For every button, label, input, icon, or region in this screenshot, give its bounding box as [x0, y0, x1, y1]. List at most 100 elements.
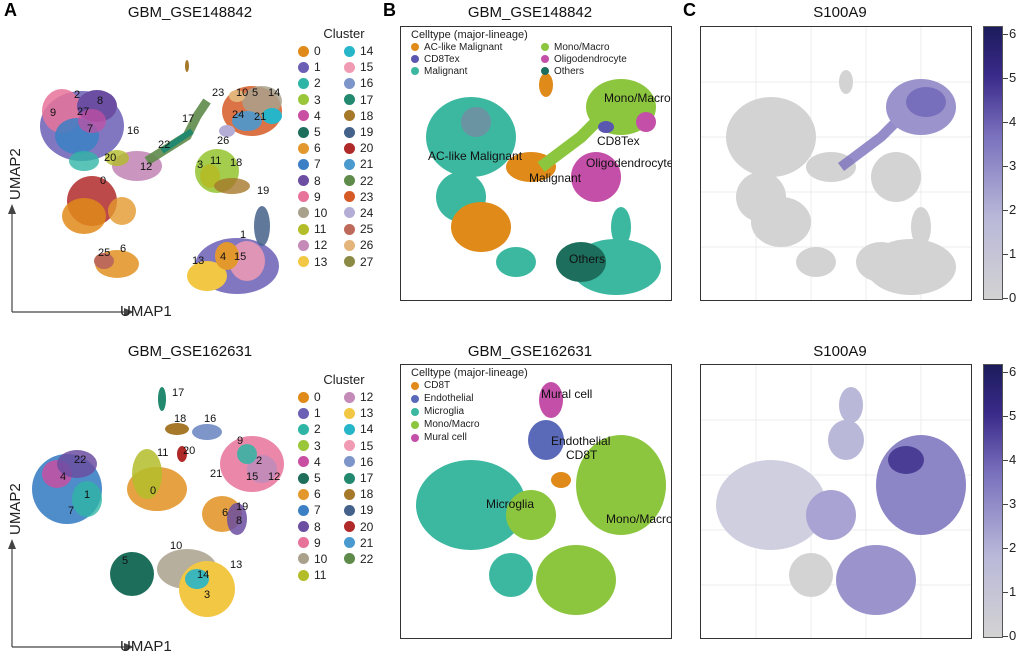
- colorbar-tickmark: [1003, 636, 1008, 637]
- legend-item-cluster-13: 13: [298, 253, 344, 269]
- legend-label: 27: [360, 254, 374, 269]
- legend-item-cluster-20: 20: [344, 140, 390, 156]
- legend-swatch: [344, 537, 355, 549]
- legend-label: 1: [314, 60, 321, 75]
- legend-label: 18: [360, 487, 374, 502]
- legend-swatch: [344, 45, 355, 57]
- legend-swatch: [411, 394, 419, 403]
- legend-item-cluster-0: 0: [298, 389, 344, 405]
- legend-swatch: [298, 94, 309, 106]
- colorbar-tick-label: 6: [1009, 364, 1017, 380]
- colorbar-tickmark: [1003, 372, 1008, 374]
- title-b2: GBM_GSE162631: [467, 343, 593, 360]
- legend-label: 1: [314, 406, 321, 421]
- colorbar-tickmark: [1003, 210, 1008, 212]
- colorbar-tick-label: 4: [1009, 452, 1017, 468]
- legend-label: 11: [314, 568, 327, 583]
- legend-item-cluster-16: 16: [344, 454, 390, 470]
- legend-swatch: [344, 223, 355, 235]
- map-label-a1-11: 23: [212, 87, 224, 99]
- map-label-a1-9: 22: [158, 139, 170, 151]
- legend-swatch: [344, 158, 355, 170]
- map-label-b1-5: Others: [569, 252, 605, 266]
- legend-item-celltype-2: Malignant: [411, 65, 541, 77]
- legend-label: CD8T: [424, 380, 451, 391]
- colorbar-tickmark: [1003, 254, 1008, 256]
- legend-swatch: [298, 158, 309, 170]
- map-label-a2-20: 14: [197, 569, 209, 581]
- legend-swatch: [298, 126, 309, 138]
- legend-label: 12: [360, 390, 374, 405]
- map-label-a1-8: 12: [140, 161, 152, 173]
- map-label-a1-10: 17: [182, 113, 194, 125]
- legend-label: 26: [360, 238, 374, 253]
- map-label-a1-24: 15: [234, 251, 246, 263]
- colorbar-tick-label: 3: [1009, 158, 1017, 174]
- umap-a2-svg: 17 18 16 11 20 9 22 4 1 7 0 21 2 15 12 6…: [32, 387, 284, 617]
- colorbar-tick-label: 3: [1009, 496, 1017, 512]
- map-label-a2-18: 10: [170, 540, 182, 552]
- colorbar-tick-label: 5: [1009, 408, 1017, 424]
- colorbar-tick-label: 2: [1009, 202, 1017, 218]
- map-label-a2-1: 18: [174, 413, 186, 425]
- legend-swatch: [298, 223, 309, 235]
- legend-swatch: [344, 126, 355, 138]
- legend-swatch: [298, 61, 309, 73]
- legend-item-cluster-20: 20: [344, 519, 390, 535]
- legend-item-celltype-0: CD8T: [411, 379, 551, 392]
- legend-swatch: [344, 256, 355, 268]
- legend-swatch: [344, 391, 355, 403]
- legend-label: 5: [314, 125, 321, 140]
- map-label-a1-15: 24: [232, 109, 244, 121]
- legend-item-cluster-14: 14: [344, 421, 390, 437]
- legend-label: 14: [360, 422, 374, 437]
- colorbar-tick-label: 1: [1009, 246, 1017, 262]
- colorbar-tick-label: 0: [1009, 628, 1017, 643]
- legend-label: 15: [360, 438, 374, 453]
- map-label-a1-4: 7: [87, 123, 93, 135]
- legend-item-cluster-18: 18: [344, 486, 390, 502]
- map-label-a2-12: 2: [256, 455, 262, 467]
- legend-swatch: [344, 521, 355, 533]
- legend-swatch: [298, 207, 309, 219]
- map-label-b2-4: Mono/Macro: [606, 512, 671, 526]
- legend-swatch: [344, 440, 355, 452]
- legend-swatch: [298, 440, 309, 452]
- map-label-a2-5: 9: [237, 435, 243, 447]
- axes-arrows-a1: [8, 204, 134, 316]
- legend-swatch: [411, 420, 419, 429]
- map-label-a2-10: 0: [150, 485, 156, 497]
- legend-swatch: [411, 43, 419, 51]
- colorbar-tickmark: [1003, 548, 1008, 550]
- map-label-b1-2: AC-like Malignant: [428, 149, 523, 163]
- legend-swatch: [344, 94, 355, 106]
- legend-label: 7: [314, 503, 321, 518]
- legend-item-cluster-19: 19: [344, 124, 390, 140]
- map-label-b2-0: Mural cell: [541, 387, 592, 401]
- legend-label: 22: [360, 551, 374, 566]
- legend-label: 20: [360, 519, 374, 534]
- map-label-b2-3: Microglia: [486, 497, 534, 511]
- title-c2: S100A9: [813, 343, 867, 360]
- colorbar-tickmark: [1003, 34, 1008, 36]
- legend-swatch: [344, 142, 355, 154]
- map-label-a1-14: 14: [268, 87, 280, 99]
- legend-label: 9: [314, 535, 321, 550]
- legend-item-celltype-2: Microglia: [411, 405, 551, 418]
- map-label-a2-19: 5: [122, 555, 128, 567]
- legend-swatch: [411, 67, 419, 75]
- umap-panel-c2: [700, 364, 972, 639]
- legend-label: 17: [360, 471, 374, 486]
- map-label-b1-0: Mono/Macro: [604, 91, 671, 105]
- map-label-a1-1: 8: [97, 95, 103, 107]
- legend-label: 4: [314, 108, 321, 123]
- map-label-a2-7: 4: [60, 471, 66, 483]
- map-label-a1-18: 3: [197, 159, 203, 171]
- legend-item-cluster-7: 7: [298, 502, 344, 518]
- celltype-legend-title-b2: Celltype (major-lineage): [411, 367, 528, 379]
- title-a2: GBM_GSE162631: [127, 343, 253, 360]
- map-label-a1-12: 10: [236, 87, 248, 99]
- legend-swatch: [298, 77, 309, 89]
- map-label-a1-19: 11: [210, 155, 221, 167]
- legend-label: Microglia: [424, 406, 465, 417]
